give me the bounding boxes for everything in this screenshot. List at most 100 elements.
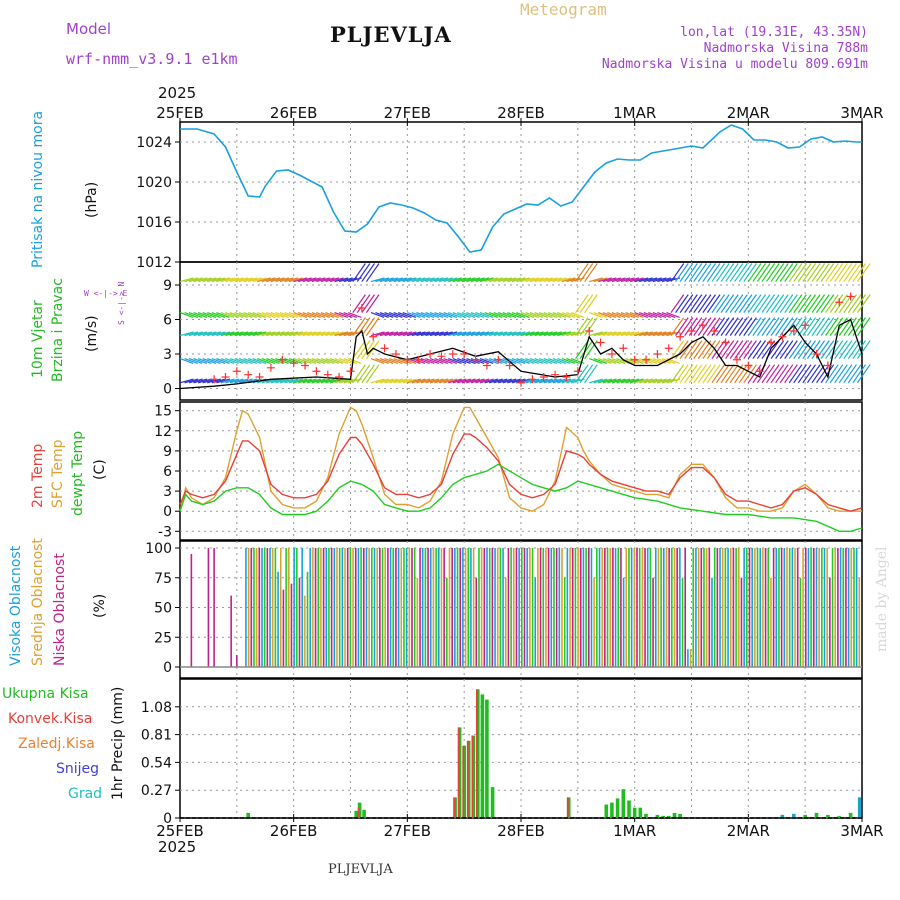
- wind-barb: [334, 358, 348, 364]
- ytick-label-pressure: 1024: [136, 135, 172, 151]
- wind-barb: [534, 312, 549, 318]
- wind-barb: [247, 358, 262, 364]
- wind-barb: [184, 312, 198, 318]
- wind-barb: [479, 358, 494, 364]
- wind-barb: [225, 312, 239, 318]
- wind-barb: [639, 277, 653, 283]
- wind-barb: [534, 331, 549, 337]
- elevation: Nadmorska Visina 788m: [703, 41, 868, 56]
- wind-barb: [648, 312, 662, 318]
- wind-barb: [729, 263, 744, 282]
- wind-barb: [648, 358, 662, 364]
- wind-barb: [365, 364, 380, 384]
- wind-barb: [420, 378, 435, 384]
- wind-barb: [407, 331, 422, 337]
- wind-barb: [229, 312, 244, 318]
- wind-barb: [670, 340, 685, 359]
- wind-barb: [693, 294, 707, 313]
- wind-barb: [797, 340, 812, 359]
- wind-barb: [816, 263, 830, 282]
- wind-barb: [607, 277, 622, 283]
- wind-barb: [548, 378, 562, 384]
- wind-barb: [579, 340, 594, 359]
- wind-barb: [529, 277, 544, 283]
- wind-barb: [720, 294, 735, 313]
- wind-barb: [743, 340, 757, 359]
- wind-barb: [657, 312, 671, 318]
- wind-barb: [629, 312, 644, 318]
- wind-barb: [588, 312, 603, 318]
- wind-barb: [602, 378, 617, 384]
- wind-barb: [684, 263, 698, 282]
- wind-barb: [457, 331, 472, 337]
- wind-barb: [470, 277, 485, 283]
- xtick-label-bottom: 28FEB: [497, 822, 544, 840]
- ytick-label-temp: 6: [163, 464, 172, 480]
- lonlat: lon,lat (19.31E, 43.35N): [680, 25, 868, 40]
- wind-barb: [448, 378, 462, 384]
- wind-gust-marker: [232, 367, 241, 376]
- wind-barb: [329, 331, 344, 337]
- wind-barb: [702, 317, 716, 336]
- wind-barb: [797, 294, 812, 313]
- wind-barb: [575, 340, 589, 359]
- wind-barb: [761, 263, 776, 282]
- wind-barb: [325, 378, 340, 384]
- wind-barb: [279, 277, 294, 283]
- wind-barb: [234, 358, 248, 364]
- wind-barb: [684, 294, 698, 313]
- wind-barb: [398, 378, 412, 384]
- wind-barb: [293, 277, 308, 283]
- wind-barb: [516, 331, 531, 337]
- wind-gust-marker: [471, 355, 480, 364]
- wind-barb: [234, 378, 249, 384]
- wind-barb: [502, 331, 517, 337]
- snow-precip-bar: [780, 814, 784, 818]
- wind-barb: [834, 263, 848, 282]
- wind-barb: [197, 358, 212, 364]
- wind-barb: [361, 317, 375, 336]
- wind-barbs: [179, 263, 871, 384]
- wind-barb: [607, 358, 621, 364]
- wind-barb: [448, 331, 462, 337]
- wind-barb: [307, 312, 321, 318]
- wind-gust-marker: [403, 355, 412, 364]
- wind-barb: [184, 358, 198, 364]
- wind-barb: [602, 277, 617, 283]
- wind-barb: [388, 277, 403, 283]
- wind-barb: [507, 358, 521, 364]
- wind-barb: [534, 378, 549, 384]
- ytick-label-temp: 0: [163, 504, 172, 520]
- wind-gust-marker: [528, 375, 537, 384]
- wind-barb: [211, 358, 226, 364]
- wind-barb: [838, 294, 853, 313]
- wind-barb: [188, 358, 203, 364]
- xtick-label-bottom: 1MAR: [613, 822, 656, 840]
- wind-barb: [466, 378, 481, 384]
- wind-barb: [525, 331, 540, 337]
- wind-barb: [593, 358, 608, 364]
- wind-barb: [516, 358, 530, 364]
- wind-barb: [616, 358, 630, 364]
- wind-barb: [425, 358, 439, 364]
- wind-barb: [275, 312, 289, 318]
- total-precip-bar: [661, 815, 665, 818]
- wind-barb: [402, 378, 417, 384]
- wind-barb: [756, 317, 771, 336]
- ytick-label-wind: 0: [163, 382, 172, 398]
- total-precip-bar: [610, 802, 614, 818]
- xtick-label-bottom: 25FEB: [156, 822, 203, 840]
- wind-barb: [252, 312, 267, 318]
- wind-barb: [257, 331, 271, 337]
- wind-barb: [420, 331, 435, 337]
- wind-barb: [625, 277, 640, 283]
- wind-barb: [661, 312, 676, 318]
- wind-barb: [384, 277, 399, 283]
- wind-barb: [747, 294, 762, 313]
- wind-barb: [388, 358, 403, 364]
- wind-barb: [652, 312, 667, 318]
- wind-barb: [648, 277, 662, 283]
- wind-barb: [747, 263, 762, 282]
- wind-barb: [198, 277, 212, 283]
- wind-barb: [716, 263, 730, 282]
